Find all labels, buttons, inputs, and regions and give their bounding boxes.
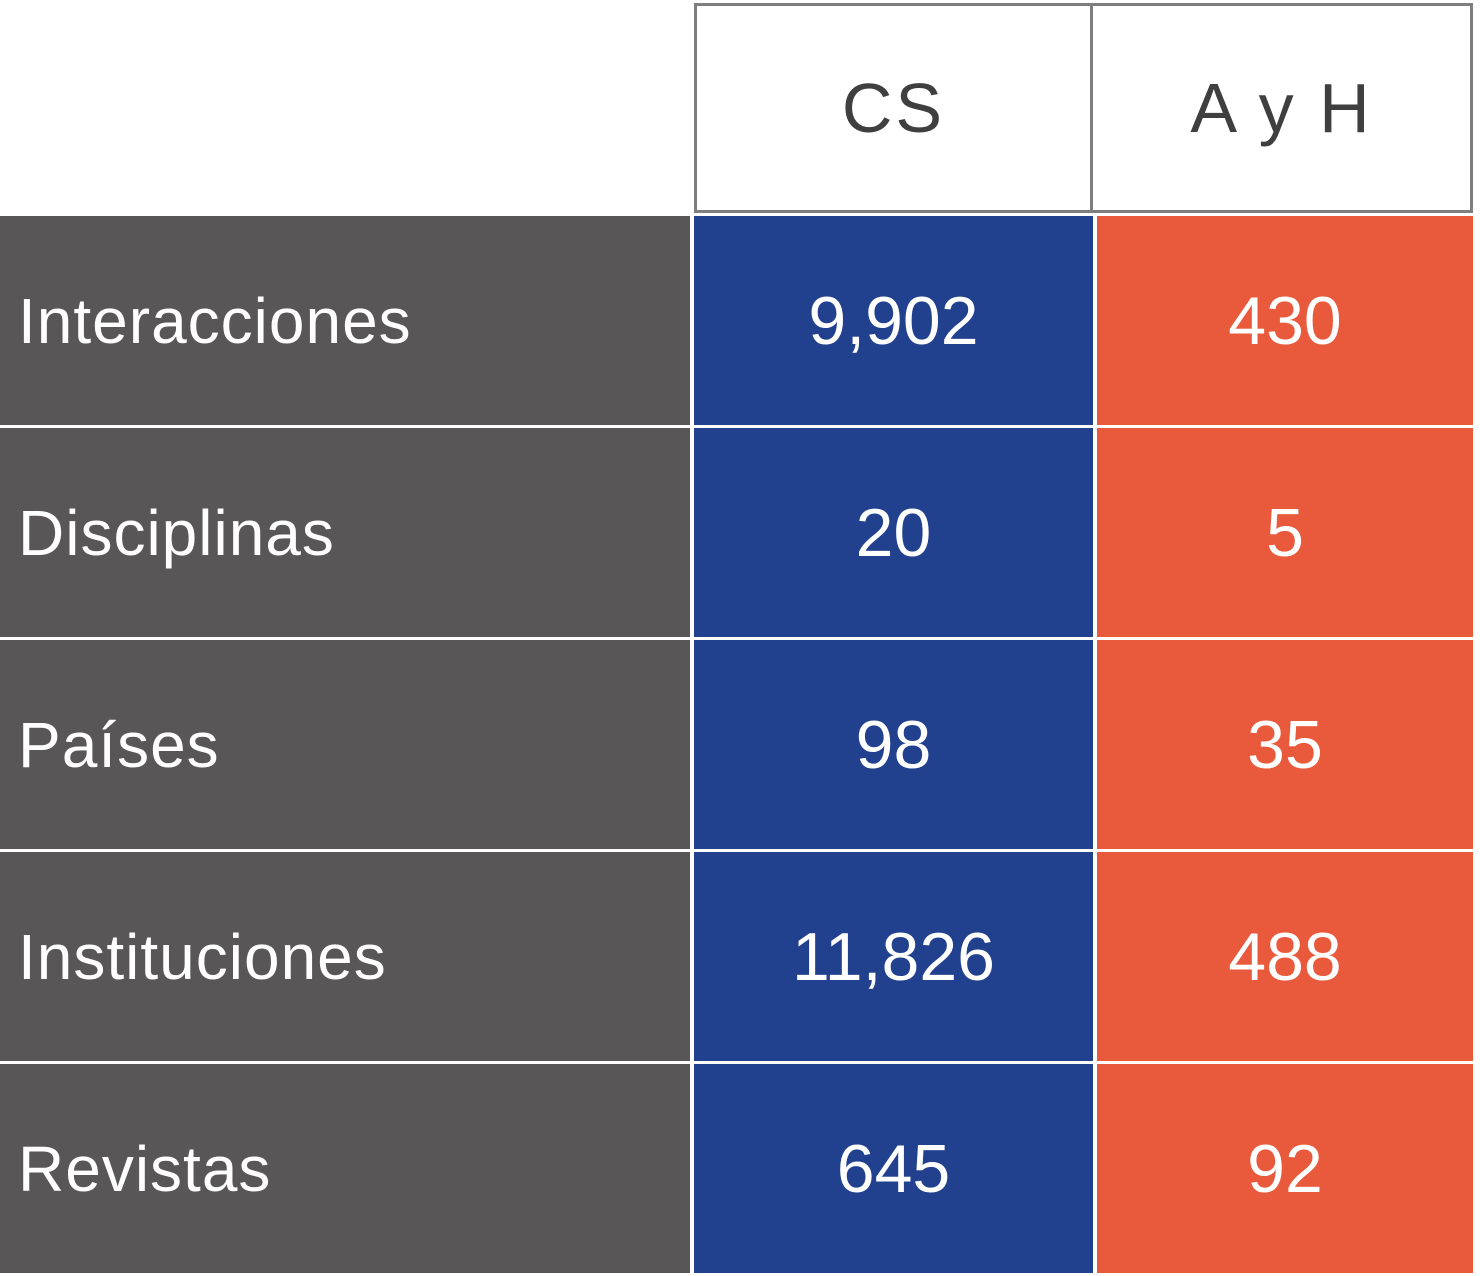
cs-value: 98: [694, 640, 1093, 849]
table-row-instituciones: Instituciones 11,826 488: [0, 852, 1480, 1061]
ayh-value: 5: [1097, 428, 1473, 637]
row-label: Interacciones: [0, 216, 690, 425]
header-spacer: [0, 3, 694, 213]
table-row-disciplinas: Disciplinas 20 5: [0, 428, 1480, 637]
cs-value: 9,902: [694, 216, 1093, 425]
column-header-cs: CS: [694, 3, 1093, 213]
ayh-value: 92: [1097, 1064, 1473, 1273]
row-label: Países: [0, 640, 690, 849]
row-label: Revistas: [0, 1064, 690, 1273]
column-header-ayh: A y H: [1093, 3, 1473, 213]
table-row-interacciones: Interacciones 9,902 430: [0, 216, 1480, 425]
cs-value: 645: [694, 1064, 1093, 1273]
row-label: Instituciones: [0, 852, 690, 1061]
table-header-row: CS A y H: [0, 3, 1480, 213]
table-row-paises: Países 98 35: [0, 640, 1480, 849]
cs-value: 11,826: [694, 852, 1093, 1061]
ayh-value: 35: [1097, 640, 1473, 849]
row-label: Disciplinas: [0, 428, 690, 637]
cs-value: 20: [694, 428, 1093, 637]
table-row-revistas: Revistas 645 92: [0, 1064, 1480, 1273]
ayh-value: 488: [1097, 852, 1473, 1061]
ayh-value: 430: [1097, 216, 1473, 425]
